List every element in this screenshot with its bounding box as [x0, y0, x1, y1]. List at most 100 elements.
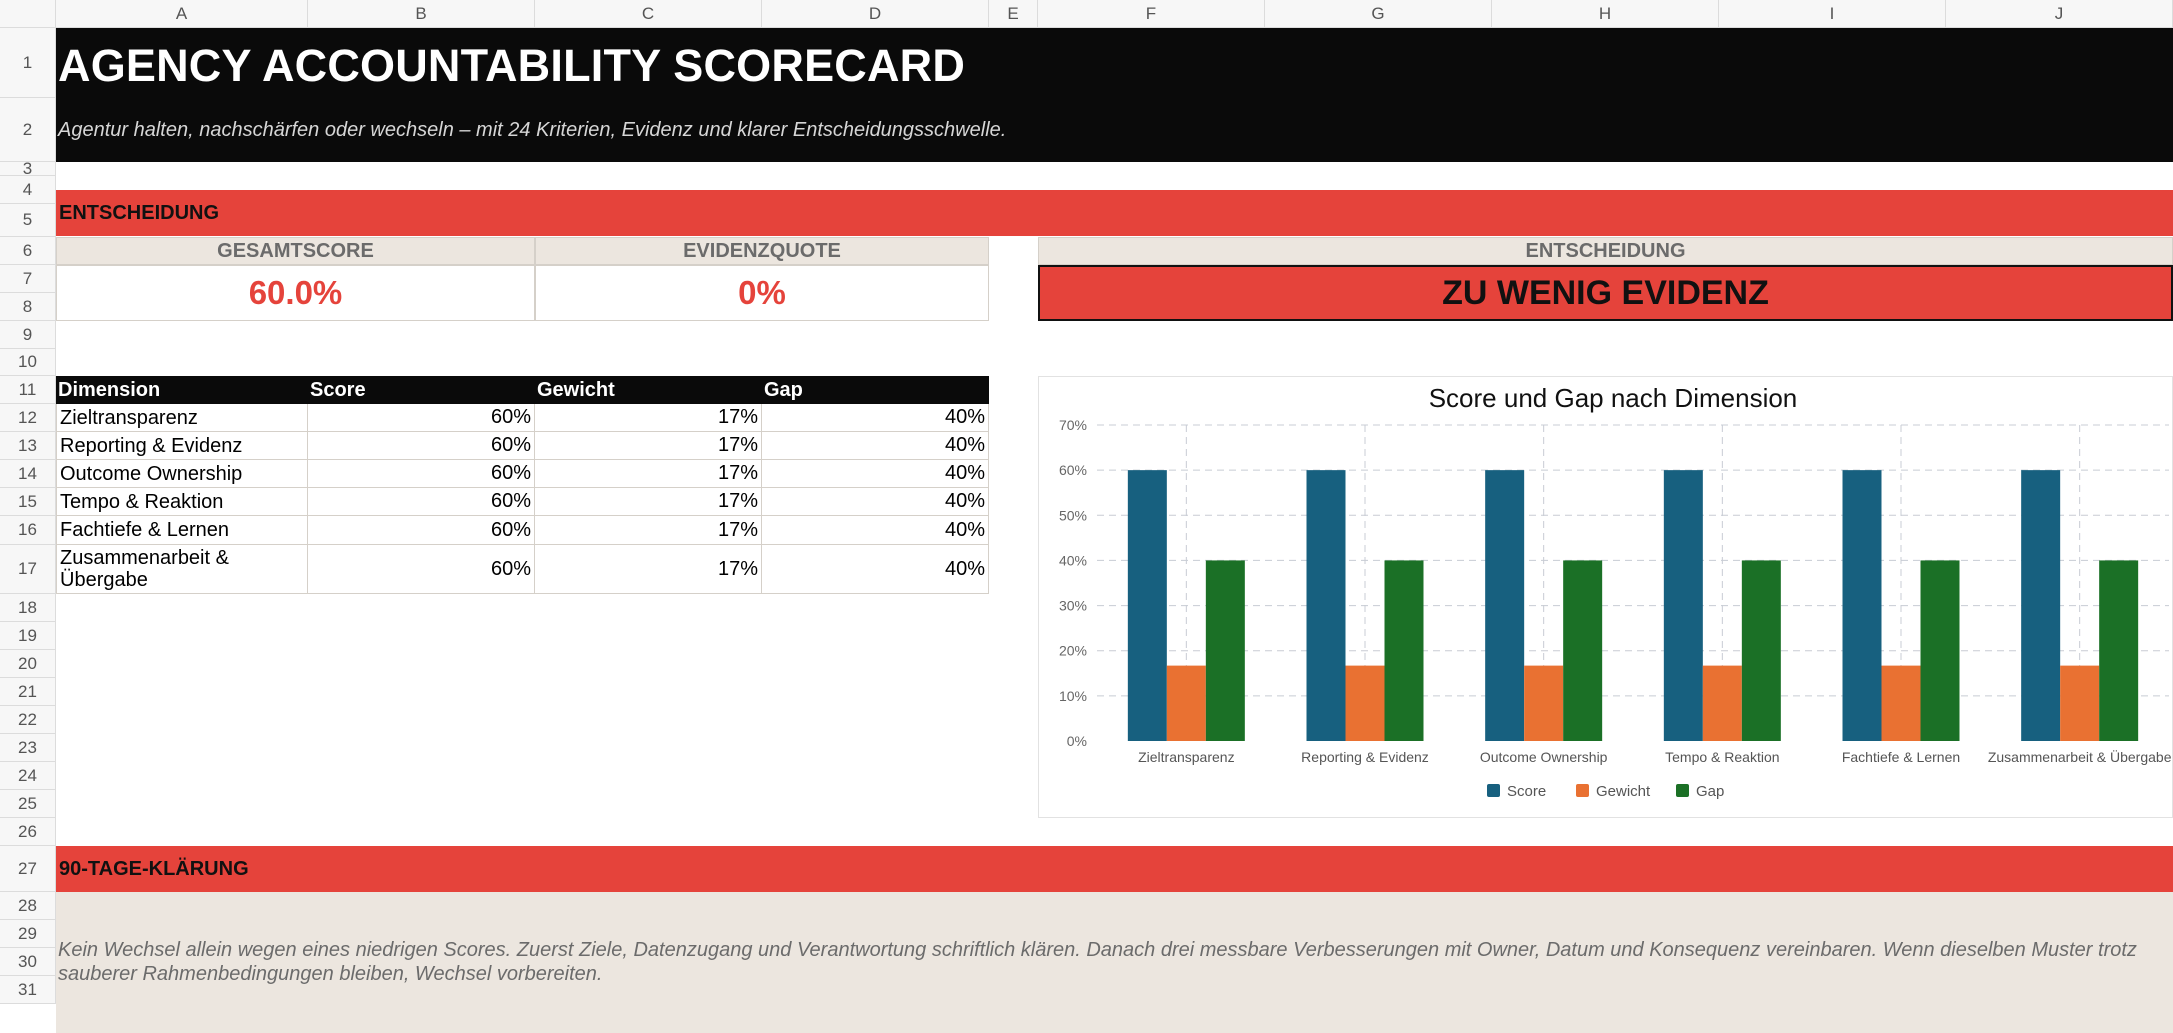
- page-subtitle: Agentur halten, nachschärfen oder wechse…: [58, 119, 1007, 141]
- row-header-2[interactable]: 2: [0, 98, 56, 162]
- cell-weight[interactable]: 17%: [535, 516, 762, 545]
- legend-label-gewicht: Gewicht: [1596, 783, 1651, 800]
- x-tick-label: Reporting & Evidenz: [1301, 749, 1429, 765]
- cell-score[interactable]: 60%: [308, 432, 535, 460]
- row-header-20[interactable]: 20: [0, 650, 56, 678]
- table-header-score[interactable]: Score: [308, 376, 535, 404]
- column-header-b[interactable]: B: [308, 0, 535, 28]
- page-title: AGENCY ACCOUNTABILITY SCORECARD: [58, 40, 966, 91]
- bar-gewicht-2: [1345, 665, 1385, 741]
- row-header-24[interactable]: 24: [0, 762, 56, 790]
- y-tick-label: 10%: [1059, 688, 1087, 704]
- cell-dimension[interactable]: Fachtiefe & Lernen: [56, 516, 308, 545]
- row-header-27[interactable]: 27: [0, 846, 56, 892]
- section-header-90-day: 90-TAGE-KLÄRUNG: [56, 846, 2173, 892]
- chart-title: Score und Gap nach Dimension: [1429, 383, 1798, 413]
- row-header-1[interactable]: 1: [0, 28, 56, 98]
- bar-gewicht-5: [1881, 665, 1921, 741]
- cell-dimension[interactable]: Reporting & Evidenz: [56, 432, 308, 460]
- legend-swatch-gap: [1676, 784, 1689, 797]
- bar-gewicht-3: [1524, 665, 1564, 741]
- row-header-30[interactable]: 30: [0, 948, 56, 976]
- bar-gap-4: [1741, 560, 1781, 741]
- row-header-9[interactable]: 9: [0, 321, 56, 349]
- plan-note-text[interactable]: Kein Wechsel allein wegen eines niedrige…: [58, 939, 2137, 985]
- cell-dimension[interactable]: Zusammenarbeit & Übergabe: [56, 545, 308, 594]
- row-header-12[interactable]: 12: [0, 404, 56, 432]
- column-header-j[interactable]: J: [1946, 0, 2173, 28]
- cell-dimension[interactable]: Tempo & Reaktion: [56, 488, 308, 516]
- bar-gap-6: [2099, 560, 2139, 741]
- evidence-quota-value[interactable]: 0%: [535, 265, 989, 321]
- bar-gap-1: [1205, 560, 1245, 741]
- row-header-28[interactable]: 28: [0, 892, 56, 920]
- decision-label: ENTSCHEIDUNG: [1038, 237, 2173, 265]
- select-all-corner[interactable]: [0, 0, 56, 28]
- legend-label-score: Score: [1507, 783, 1546, 800]
- cell-score[interactable]: 60%: [308, 460, 535, 488]
- table-header-weight[interactable]: Gewicht: [535, 376, 762, 404]
- cell-score[interactable]: 60%: [308, 545, 535, 594]
- bar-gewicht-6: [2060, 665, 2100, 741]
- row-header-14[interactable]: 14: [0, 460, 56, 488]
- column-header-d[interactable]: D: [762, 0, 989, 28]
- row-header-5[interactable]: 5: [0, 204, 56, 237]
- row-header-31[interactable]: 31: [0, 976, 56, 1004]
- cell-gap[interactable]: 40%: [762, 460, 989, 488]
- cell-weight[interactable]: 17%: [535, 432, 762, 460]
- x-tick-label: Zusammenarbeit & Übergabe: [1988, 748, 2172, 765]
- row-header-7[interactable]: 7: [0, 265, 56, 293]
- row-header-25[interactable]: 25: [0, 790, 56, 818]
- bar-score-5: [1842, 470, 1882, 741]
- cell-weight[interactable]: 17%: [535, 404, 762, 432]
- row-header-4[interactable]: 4: [0, 176, 56, 204]
- column-header-g[interactable]: G: [1265, 0, 1492, 28]
- score-gap-chart[interactable]: Score und Gap nach Dimension 0% 10% 20% 30% 4…: [1038, 376, 2173, 818]
- row-header-16[interactable]: 16: [0, 516, 56, 545]
- row-header-29[interactable]: 29: [0, 920, 56, 948]
- cell-gap[interactable]: 40%: [762, 488, 989, 516]
- total-score-value[interactable]: 60.0%: [56, 265, 535, 321]
- row-header-18[interactable]: 18: [0, 594, 56, 622]
- row-header-22[interactable]: 22: [0, 706, 56, 734]
- decision-value[interactable]: ZU WENIG EVIDENZ: [1038, 265, 2173, 321]
- row-header-15[interactable]: 15: [0, 488, 56, 516]
- column-header-f[interactable]: F: [1038, 0, 1265, 28]
- row-header-21[interactable]: 21: [0, 678, 56, 706]
- row-header-8[interactable]: 8: [0, 293, 56, 321]
- cell-gap[interactable]: 40%: [762, 516, 989, 545]
- cell-score[interactable]: 60%: [308, 488, 535, 516]
- cell-gap[interactable]: 40%: [762, 404, 989, 432]
- cell-weight[interactable]: 17%: [535, 460, 762, 488]
- column-header-a[interactable]: A: [56, 0, 308, 28]
- row-header-6[interactable]: 6: [0, 237, 56, 265]
- table-header-gap[interactable]: Gap: [762, 376, 989, 404]
- row-header-3[interactable]: 3: [0, 159, 56, 178]
- column-header-e[interactable]: E: [989, 0, 1038, 28]
- cell-score[interactable]: 60%: [308, 516, 535, 545]
- row-header-13[interactable]: 13: [0, 432, 56, 460]
- row-header-10[interactable]: 10: [0, 349, 56, 376]
- cell-dimension[interactable]: Outcome Ownership: [56, 460, 308, 488]
- bar-score-1: [1127, 470, 1167, 741]
- column-header-h[interactable]: H: [1492, 0, 1719, 28]
- row-header-17[interactable]: 17: [0, 545, 56, 594]
- bar-gewicht-4: [1702, 665, 1742, 741]
- x-tick-label: Fachtiefe & Lernen: [1842, 749, 1960, 765]
- row-header-19[interactable]: 19: [0, 622, 56, 650]
- y-tick-label: 0%: [1067, 733, 1087, 749]
- cell-gap[interactable]: 40%: [762, 545, 989, 594]
- bar-gap-5: [1920, 560, 1960, 741]
- column-header-c[interactable]: C: [535, 0, 762, 28]
- cell-gap[interactable]: 40%: [762, 432, 989, 460]
- table-header-dimension[interactable]: Dimension: [56, 376, 308, 404]
- cell-dimension[interactable]: Zieltransparenz: [56, 404, 308, 432]
- row-header-11[interactable]: 11: [0, 376, 56, 404]
- row-header-26[interactable]: 26: [0, 818, 56, 846]
- bar-score-2: [1306, 470, 1346, 741]
- column-header-i[interactable]: I: [1719, 0, 1946, 28]
- row-header-23[interactable]: 23: [0, 734, 56, 762]
- cell-weight[interactable]: 17%: [535, 545, 762, 594]
- cell-weight[interactable]: 17%: [535, 488, 762, 516]
- cell-score[interactable]: 60%: [308, 404, 535, 432]
